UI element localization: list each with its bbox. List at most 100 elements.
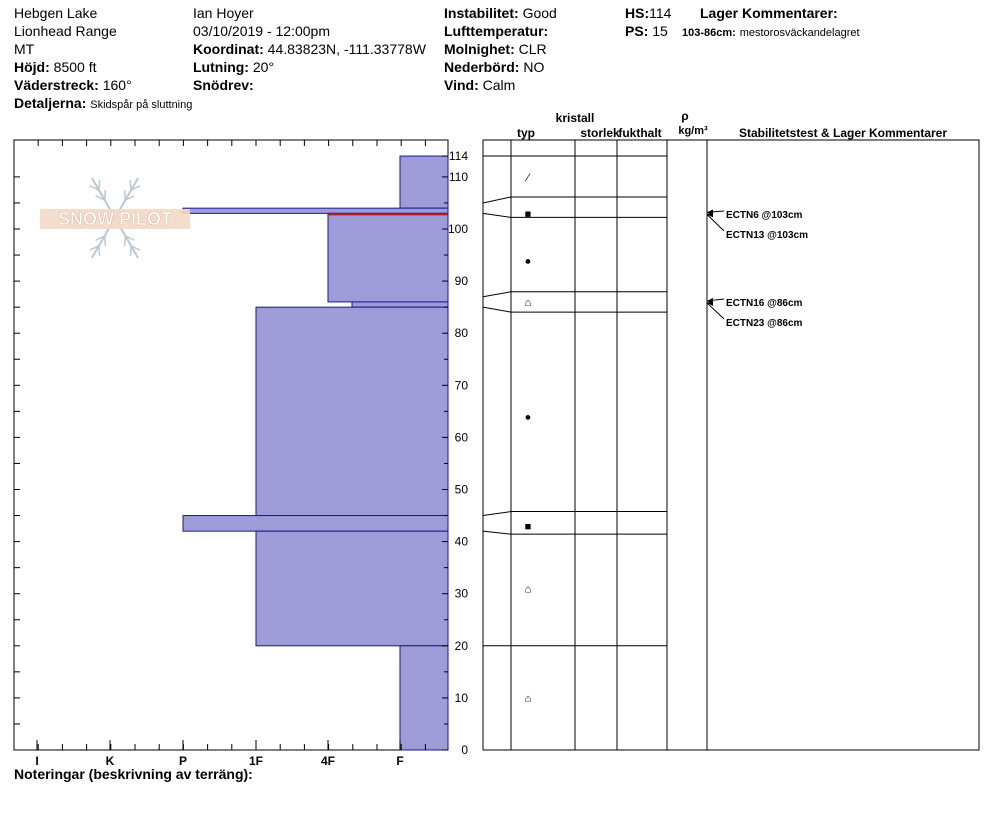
hardness-layer-7 — [399, 645, 449, 751]
drift: Snödrev: — [193, 76, 254, 94]
stability: Instabilitet: Good — [444, 4, 557, 22]
height-tick-label-70: 70 — [455, 378, 469, 392]
snowflake-branch-1-0b — [125, 235, 135, 241]
precip-label: Nederbörd: — [444, 59, 520, 75]
snowflake-branch-4-0a — [103, 190, 107, 201]
ps-label: PS: — [625, 23, 649, 39]
layer-comment-text: mestorosväckandelagret — [739, 27, 860, 39]
elevation-label: Höjd: — [14, 59, 50, 75]
datetime: 03/10/2019 - 12:00pm — [193, 23, 330, 39]
layer-comment-range: 103-86cm: — [682, 27, 736, 39]
height-tick-label-20: 20 — [455, 639, 469, 653]
detail-frame — [482, 139, 980, 751]
hardness-tick-label-4F: 4F — [321, 754, 335, 768]
sky: Molnighet: CLR — [444, 40, 547, 58]
column-header-stability: Stabilitetstest & Lager Kommentarer — [739, 126, 947, 140]
hs-value: 114 — [649, 5, 672, 21]
aspect-label: Väderstreck: — [14, 77, 99, 93]
test-pointer-3 — [706, 302, 725, 320]
column-header-fukthalt: fukthalt — [618, 126, 661, 140]
hardness-layer-4 — [255, 306, 449, 517]
test-pointer-1 — [706, 214, 725, 232]
snowflake-branch-1-0a — [123, 235, 127, 246]
hardness-profile-panel: I K P 1F 4F F 0 10 20 30 40 50 60 70 80 90 100 110 114 — [13, 139, 469, 768]
test-label-3: ECTN23 @86cm — [726, 318, 803, 329]
coordinates: Koordinat: 44.83823N, -111.33778W — [193, 40, 426, 58]
layer-boundary-5 — [482, 511, 667, 517]
hardness-tick-label-P: P — [179, 754, 187, 768]
layer-comments-label: Lager Kommentarer: — [700, 5, 838, 21]
snowflake-branch-2-0b — [103, 235, 107, 246]
grain-symbol-5: ■ — [525, 521, 532, 533]
notes-label: Noteringar (beskrivning av terräng): — [14, 766, 253, 782]
snowflake-branch-5-0a — [125, 195, 135, 201]
height-tick-label-0: 0 — [461, 743, 468, 757]
hardness-layer-6 — [255, 530, 449, 647]
slope: Lutning: 20° — [193, 58, 274, 76]
layer-boundary-4 — [482, 306, 667, 313]
snowflake-branch-5-1b — [129, 180, 132, 191]
layer-boundary-3 — [482, 291, 667, 298]
column-header-rho: ρ — [681, 109, 688, 123]
test-arrow-3 — [707, 299, 713, 306]
state: MT — [14, 41, 35, 57]
hs: HS:114 — [625, 4, 671, 22]
height-tick-label-60: 60 — [455, 430, 469, 444]
wind: Vind: Calm — [444, 76, 515, 94]
aspect: Väderstreck: 160° — [14, 76, 132, 94]
hardness-tick-label-K: K — [106, 754, 115, 768]
layer-boundary-6 — [482, 530, 667, 535]
stability-value: Good — [522, 5, 557, 21]
elevation-value: 8500 ft — [53, 59, 97, 75]
test-label-2: ECTN16 @86cm — [726, 298, 803, 309]
height-tick-label-50: 50 — [455, 483, 469, 497]
precip-value: NO — [523, 59, 545, 75]
drift-label: Snödrev: — [193, 77, 254, 93]
snowflake-branch-1-1b — [130, 245, 141, 251]
layer-boundary-2 — [482, 212, 667, 218]
snowflake-branch-2-1b — [98, 245, 101, 256]
snowflake-branch-4-1a — [98, 180, 101, 191]
hardness-layer-3 — [351, 301, 449, 308]
grain-symbol-4: ● — [525, 412, 532, 424]
snowflake-branch-2-0a — [95, 235, 105, 241]
layer-comment: 103-86cm: mestorosväckandelagret — [682, 22, 860, 42]
height-tick-label-30: 30 — [455, 587, 469, 601]
coord-label: Koordinat: — [193, 41, 264, 57]
aspect-value: 160° — [102, 77, 132, 93]
snowflake-branch-1-1a — [129, 245, 132, 256]
hardness-tick-label-I: I — [35, 754, 38, 768]
height-tick-label-114: 114 — [449, 149, 468, 163]
snowflake-branch-4-1b — [89, 185, 100, 191]
sky-value: CLR — [518, 41, 547, 57]
airtemp-label: Lufttemperatur: — [444, 23, 549, 39]
hardness-tick-label-1F: 1F — [249, 754, 263, 768]
logo-banner — [40, 209, 190, 229]
snowflake-branch-5-0b — [123, 190, 127, 201]
location: Hebgen Lake — [14, 5, 98, 21]
range: Lionhead Range — [14, 23, 117, 39]
test-label-0: ECTN6 @103cm — [726, 210, 803, 221]
precip: Nederbörd: NO — [444, 58, 544, 76]
wind-value: Calm — [482, 77, 516, 93]
ps-value: 15 — [652, 23, 668, 39]
snowflake-branch-5-1a — [130, 185, 141, 191]
logo-text: SNOW PILOT — [58, 209, 172, 229]
column-header-storlek: storlek — [580, 126, 620, 140]
hardness-layer-0 — [399, 155, 449, 209]
hardness-layer-2 — [327, 212, 449, 303]
details: Detaljerna: Skidspår på sluttning — [14, 94, 192, 114]
hardness-layer-5 — [182, 515, 449, 532]
sky-label: Molnighet: — [444, 41, 515, 57]
snowflake-branch-4-0b — [95, 195, 105, 201]
elevation: Höjd: 8500 ft — [14, 58, 96, 76]
snowpilot-logo: SNOW PILOT — [40, 177, 190, 259]
hardness-layer-1 — [182, 207, 449, 214]
coord-value: 44.83823N, -111.33778W — [267, 41, 426, 57]
column-header-density_unit: kg/m³ — [678, 125, 708, 137]
air-temp: Lufttemperatur: — [444, 22, 548, 40]
ps: PS: 15 — [625, 22, 668, 40]
snowflake-branch-2-1a — [89, 245, 100, 251]
